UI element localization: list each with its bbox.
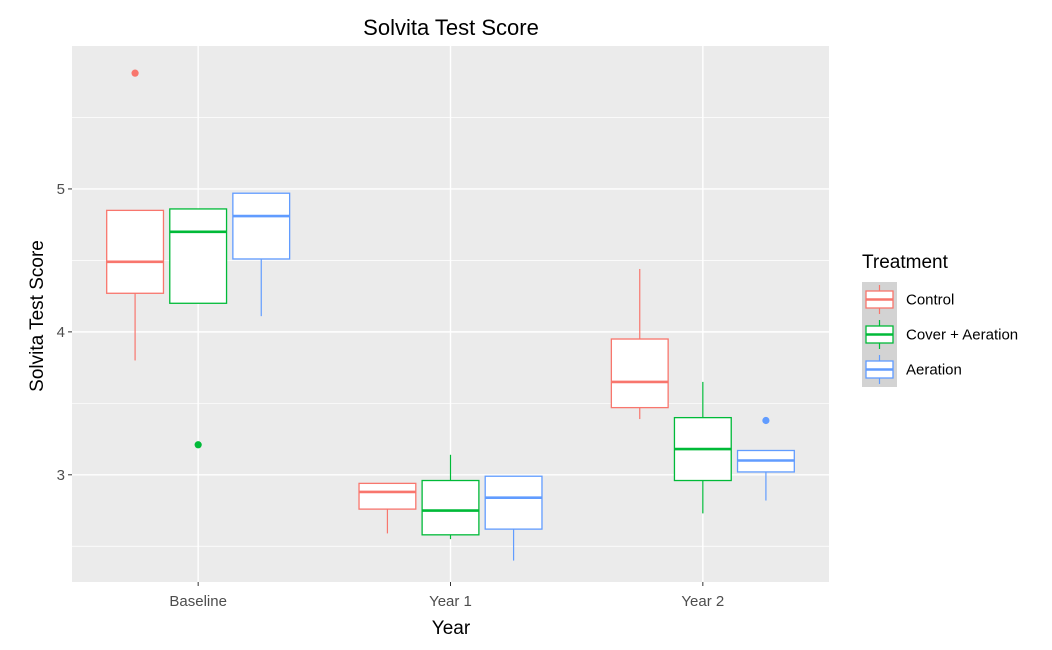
axes: 3 4 5 Baseline Year 1 Year 2	[57, 181, 725, 610]
plot-marks	[106, 69, 795, 561]
box-iqr	[169, 208, 228, 304]
box-cover-aeration-year-1	[421, 454, 480, 540]
legend: Treatment Control Cover + Aeration Aeratio…	[862, 252, 1018, 387]
x-tick-label: Year 1	[429, 593, 472, 610]
outlier-point	[131, 69, 139, 77]
y-tick-label: 4	[57, 324, 65, 341]
box-aeration-year-1	[484, 475, 543, 561]
box-iqr	[610, 338, 669, 409]
outlier-point	[194, 441, 202, 449]
legend-item-cover-aeration: Cover + Aeration	[862, 317, 1018, 352]
legend-item-control: Control	[862, 282, 954, 317]
box-cover-aeration-baseline	[169, 208, 228, 449]
outlier-point	[762, 416, 770, 425]
box-control-year-1	[358, 482, 417, 534]
legend-label: Control	[906, 292, 954, 309]
y-axis-title: Solvita Test Score	[27, 240, 48, 392]
x-tick-label: Year 2	[681, 593, 724, 610]
y-tick-label: 5	[57, 181, 65, 198]
y-tick-label: 3	[57, 467, 65, 484]
box-iqr	[358, 482, 417, 510]
box-iqr	[484, 475, 543, 530]
box-control-year-2	[610, 268, 669, 420]
box-aeration-year-2	[736, 416, 795, 501]
box-iqr	[232, 192, 291, 260]
legend-label: Aeration	[906, 362, 962, 379]
box-iqr	[106, 209, 165, 294]
box-cover-aeration-year-2	[673, 381, 732, 514]
x-axis-title: Year	[432, 618, 471, 639]
x-tick-label: Baseline	[169, 593, 227, 610]
legend-title: Treatment	[862, 252, 949, 273]
legend-label: Cover + Aeration	[906, 327, 1018, 344]
box-aeration-baseline	[232, 192, 291, 317]
legend-item-aeration: Aeration	[862, 352, 962, 387]
chart-title: Solvita Test Score	[363, 15, 539, 40]
box-iqr	[421, 479, 480, 536]
box-control-baseline	[106, 69, 165, 361]
